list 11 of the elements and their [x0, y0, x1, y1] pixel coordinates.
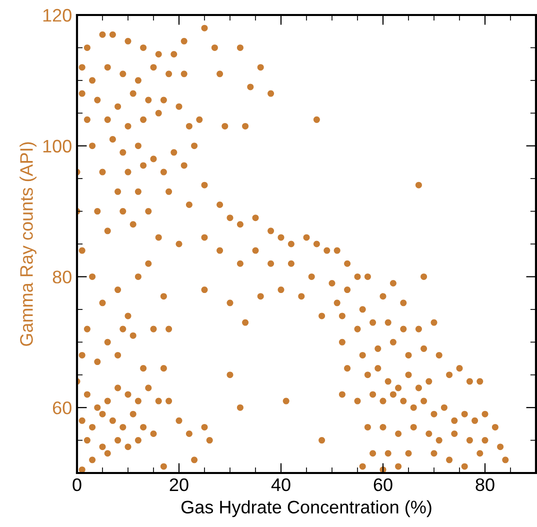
x-tick-label: 40 [271, 478, 290, 492]
y-axis-title: Gamma Ray counts (API) [20, 142, 36, 346]
x-tick-label: 80 [476, 478, 494, 492]
y-tick-label: 100 [43, 140, 72, 153]
y-tick-label: 80 [52, 270, 72, 284]
x-tick-label: 20 [170, 478, 188, 492]
y-tick-label: 60 [52, 402, 72, 414]
x-tick-label: 60 [374, 478, 392, 492]
y-tick-label: 120 [43, 8, 72, 22]
x-axis-title: Gas Hydrate Concentration (%) [181, 500, 432, 518]
x-tick-label: 0 [72, 478, 82, 492]
